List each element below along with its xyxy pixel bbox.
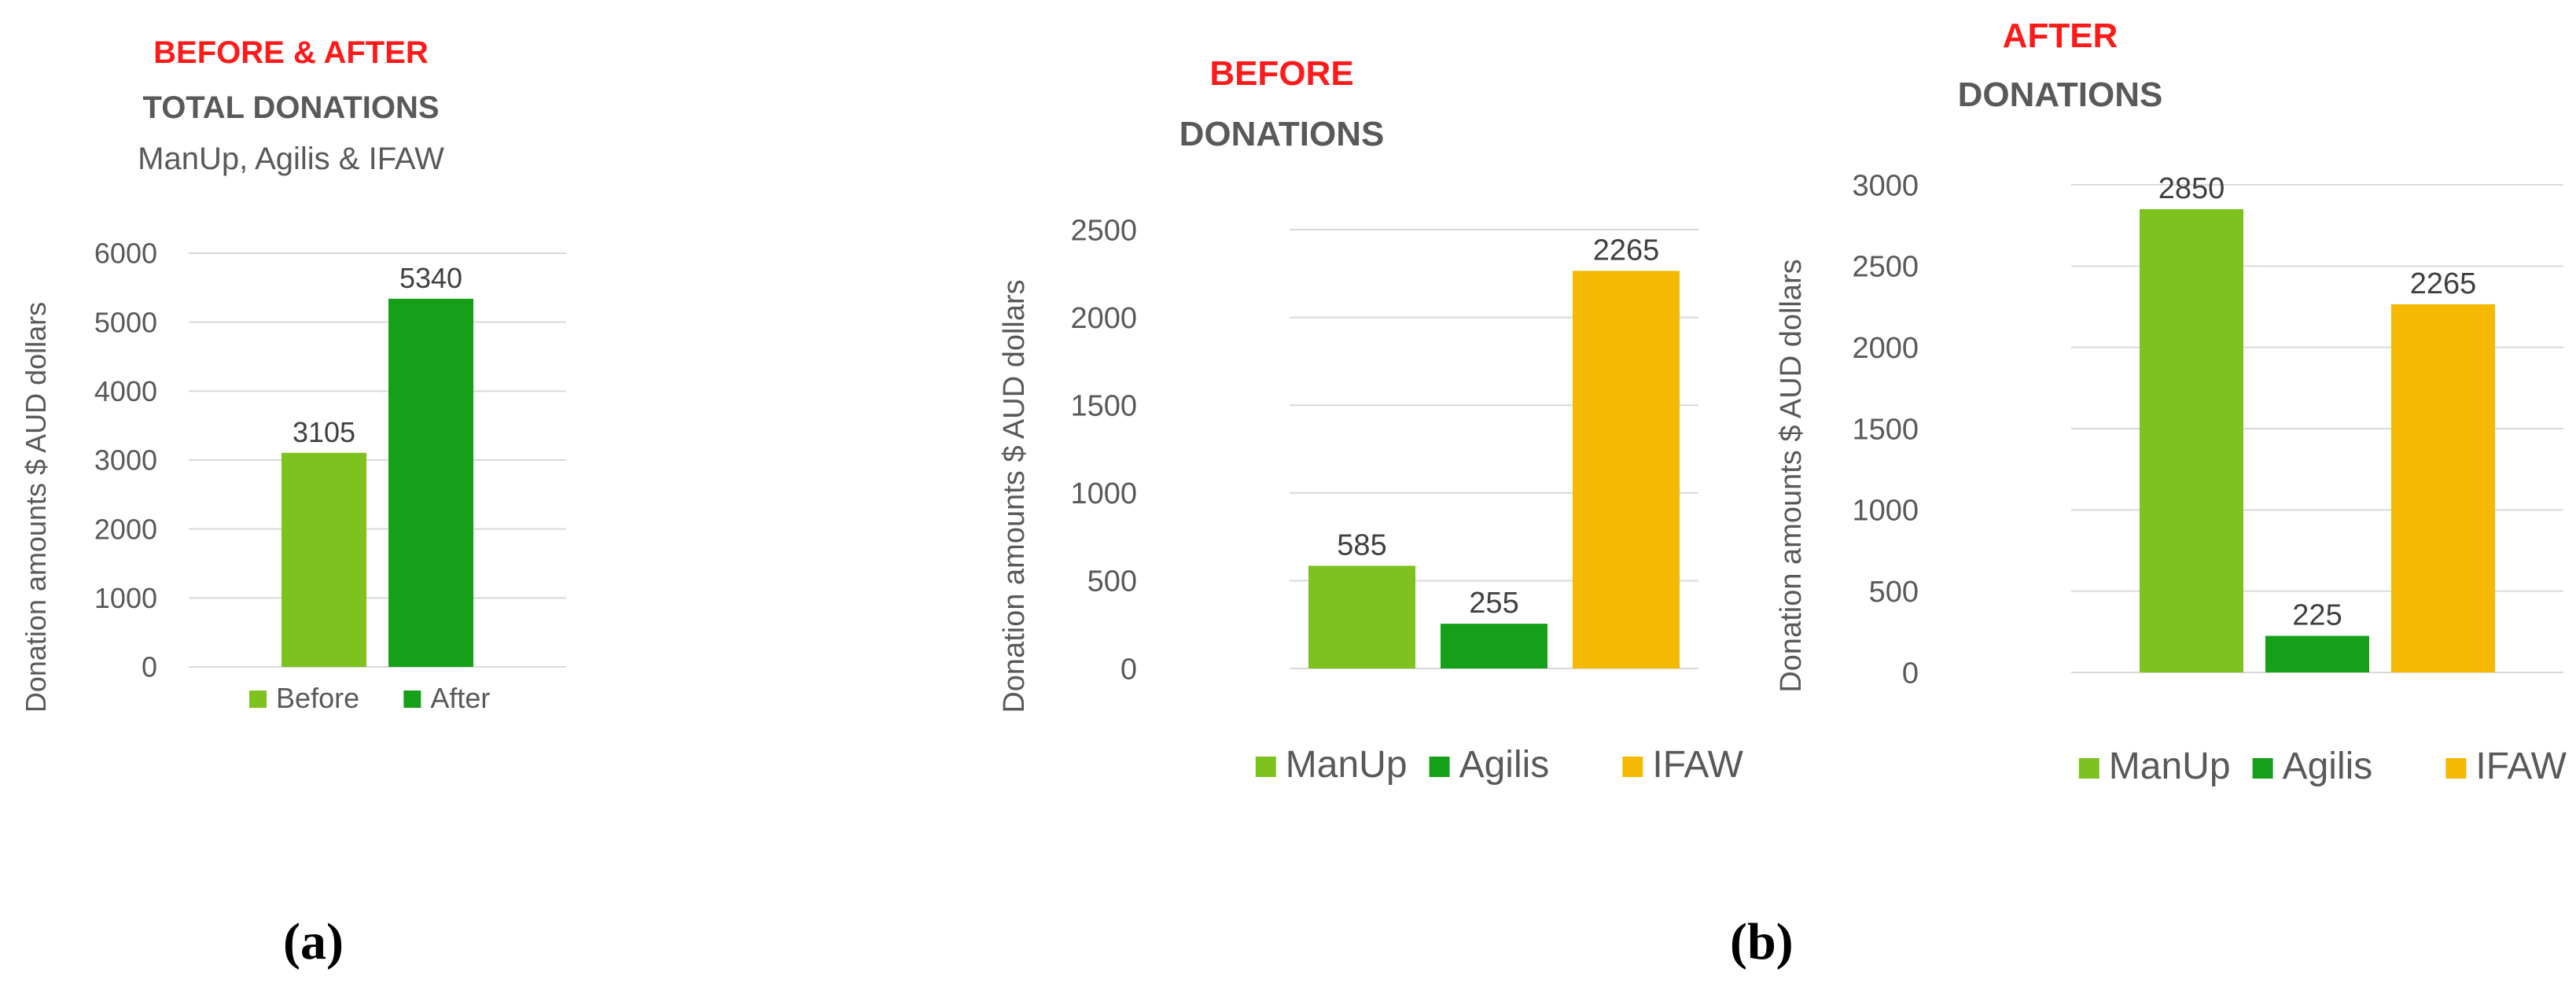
bar-ifaw [2391,304,2495,672]
y-tick-label: 500 [1087,565,1137,598]
y-tick-label: 2500 [1852,251,1919,284]
legend-label-ifaw: IFAW [2475,746,2567,787]
caption-a: (a) [283,913,344,970]
legend-label-manup: ManUp [2109,746,2231,787]
y-tick-label: 1000 [1852,495,1919,528]
bar-agilis [1441,624,1547,668]
data-label-manup: 585 [1337,528,1386,562]
y-tick-label: 0 [1121,653,1137,686]
y-tick-label: 0 [142,651,157,683]
legend-label-agilis: Agilis [2283,746,2373,787]
legend-swatch-ifaw [1622,757,1643,777]
y-axis-label: Donation amounts $ AUD dollars [1775,259,1808,692]
y-tick-label: 4000 [94,375,157,407]
data-label-ifaw: 2265 [2410,267,2477,300]
chart-after-svg: AFTER DONATIONS 0 500 1000 1500 2000 2500 3000 Do… [1775,17,2567,787]
data-label-agilis: 255 [1469,587,1518,620]
y-tick-label: 1500 [1070,390,1137,423]
y-tick-label: 3000 [1852,169,1919,202]
data-label-agilis: 225 [2292,599,2342,632]
y-tick-label: 3000 [94,444,157,477]
y-tick-label: 2000 [1070,302,1137,335]
legend-swatch-after [403,690,421,708]
y-tick-label: 0 [1902,657,1919,690]
y-tick-label: 1000 [94,582,157,614]
y-tick-label: 2000 [94,513,157,545]
y-tick-label: 2000 [1852,332,1919,365]
y-tick-label: 5000 [94,306,157,338]
legend-swatch-manup [2078,758,2099,779]
bar-manup [1308,565,1415,668]
legend-label-before: Before [276,682,359,714]
legend-swatch-ifaw [2445,758,2467,779]
y-tick-label: 500 [1869,576,1919,609]
data-label-manup: 2850 [2158,172,2225,205]
bar-manup [2140,209,2243,672]
caption-b: (b) [1730,913,1794,970]
bar-after [388,298,473,667]
legend-swatch-agilis [1429,757,1450,777]
y-axis-label: Donation amounts $ AUD dollars [20,302,52,713]
chart-title-line2: DONATIONS [1958,75,2163,114]
legend-label-after: After [430,682,490,714]
chart-title-line2: DONATIONS [1179,115,1385,153]
chart-total-svg: BEFORE & AFTER TOTAL DONATIONS ManUp, Agil… [20,35,566,714]
data-label-before: 3105 [293,416,355,448]
legend-label-manup: ManUp [1286,744,1408,786]
bar-before [282,452,366,667]
legend-swatch-manup [1255,757,1276,777]
y-tick-label: 1500 [1852,413,1919,446]
bar-agilis [2265,635,2369,672]
y-tick-label: 1000 [1070,477,1137,510]
legend-label-ifaw: IFAW [1652,744,1743,786]
data-label-ifaw: 2265 [1593,234,1660,267]
data-label-after: 5340 [399,262,462,294]
chart-before-svg: BEFORE DONATIONS 0 500 1000 1500 2000 2500 Donat… [998,54,1744,786]
legend-label-agilis: Agilis [1459,744,1550,786]
chart-title-line1: BEFORE & AFTER [153,35,429,70]
chart-title-line2: TOTAL DONATIONS [142,90,439,125]
legend-swatch-before [249,690,267,708]
y-axis-label: Donation amounts $ AUD dollars [998,279,1031,713]
legend-swatch-agilis [2252,758,2273,779]
chart-title-line1: BEFORE [1209,54,1353,93]
y-tick-label: 6000 [94,238,157,270]
chart-subtitle: ManUp, Agilis & IFAW [138,142,444,176]
bar-ifaw [1573,271,1680,668]
chart-title-line1: AFTER [2003,17,2118,55]
y-tick-label: 2500 [1070,214,1137,247]
